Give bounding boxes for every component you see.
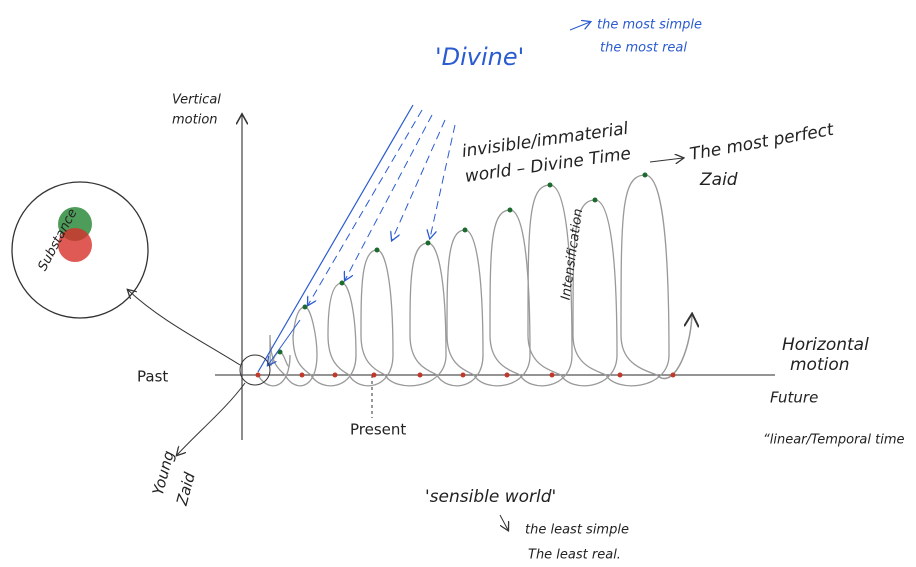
divine-title: 'Divine' <box>435 43 524 71</box>
green-dot <box>425 240 431 246</box>
shapes <box>11 22 775 530</box>
origin-circle <box>239 354 271 386</box>
green-dot <box>302 304 308 310</box>
arrow <box>499 514 508 530</box>
axis-label: motion <box>790 355 850 375</box>
arrow <box>569 22 590 31</box>
red-dot <box>460 372 466 378</box>
red-dot <box>504 372 510 378</box>
green-dot <box>462 227 468 233</box>
green-dot <box>507 207 513 213</box>
spiral-end <box>656 315 692 380</box>
red-dot <box>299 372 305 378</box>
axis-label: motion <box>172 113 218 128</box>
label: The most perfect <box>688 120 836 165</box>
red-circle <box>58 228 92 262</box>
spiral-loop <box>384 242 447 387</box>
divine-arrow <box>268 319 301 365</box>
substance-circle <box>11 181 149 319</box>
red-dot <box>670 372 676 378</box>
divine-dashed <box>345 114 433 280</box>
spiral-loop <box>348 249 394 387</box>
label: Zaid <box>173 470 199 508</box>
label: Present <box>350 421 406 439</box>
arrow <box>128 290 241 366</box>
divine-dashed <box>430 124 456 238</box>
spiral-loop <box>436 229 484 387</box>
green-dot <box>592 197 598 203</box>
axis-label: Vertical <box>172 93 221 108</box>
green-dot <box>642 172 648 178</box>
note: the most simple <box>597 18 702 33</box>
label: Intensification <box>559 208 587 301</box>
arrow <box>177 382 246 455</box>
label: The least real. <box>528 548 621 563</box>
red-dot <box>255 372 261 378</box>
axis-label: Horizontal <box>782 335 869 355</box>
divine-line <box>257 104 414 373</box>
red-dot <box>417 372 423 378</box>
label: Young <box>149 449 178 497</box>
note: the most real <box>600 41 687 56</box>
label: the least simple <box>525 523 629 538</box>
red-dot <box>332 372 338 378</box>
arrow <box>649 158 683 162</box>
green-dot <box>277 349 283 355</box>
label: Future <box>770 389 818 407</box>
green-dot <box>339 280 345 286</box>
spiral-loop <box>310 282 357 387</box>
divine-dashed <box>392 119 446 240</box>
label: “linear/Temporal time <box>763 433 905 448</box>
label: Past <box>137 368 168 386</box>
green-dot <box>547 182 553 188</box>
label: 'sensible world' <box>425 487 556 507</box>
red-dot <box>617 372 623 378</box>
red-dot <box>549 372 555 378</box>
divine-dashed <box>308 109 423 305</box>
green-dot <box>374 247 380 253</box>
label: Zaid <box>699 170 738 190</box>
red-dot <box>371 372 377 378</box>
spiral-loop <box>257 334 291 387</box>
